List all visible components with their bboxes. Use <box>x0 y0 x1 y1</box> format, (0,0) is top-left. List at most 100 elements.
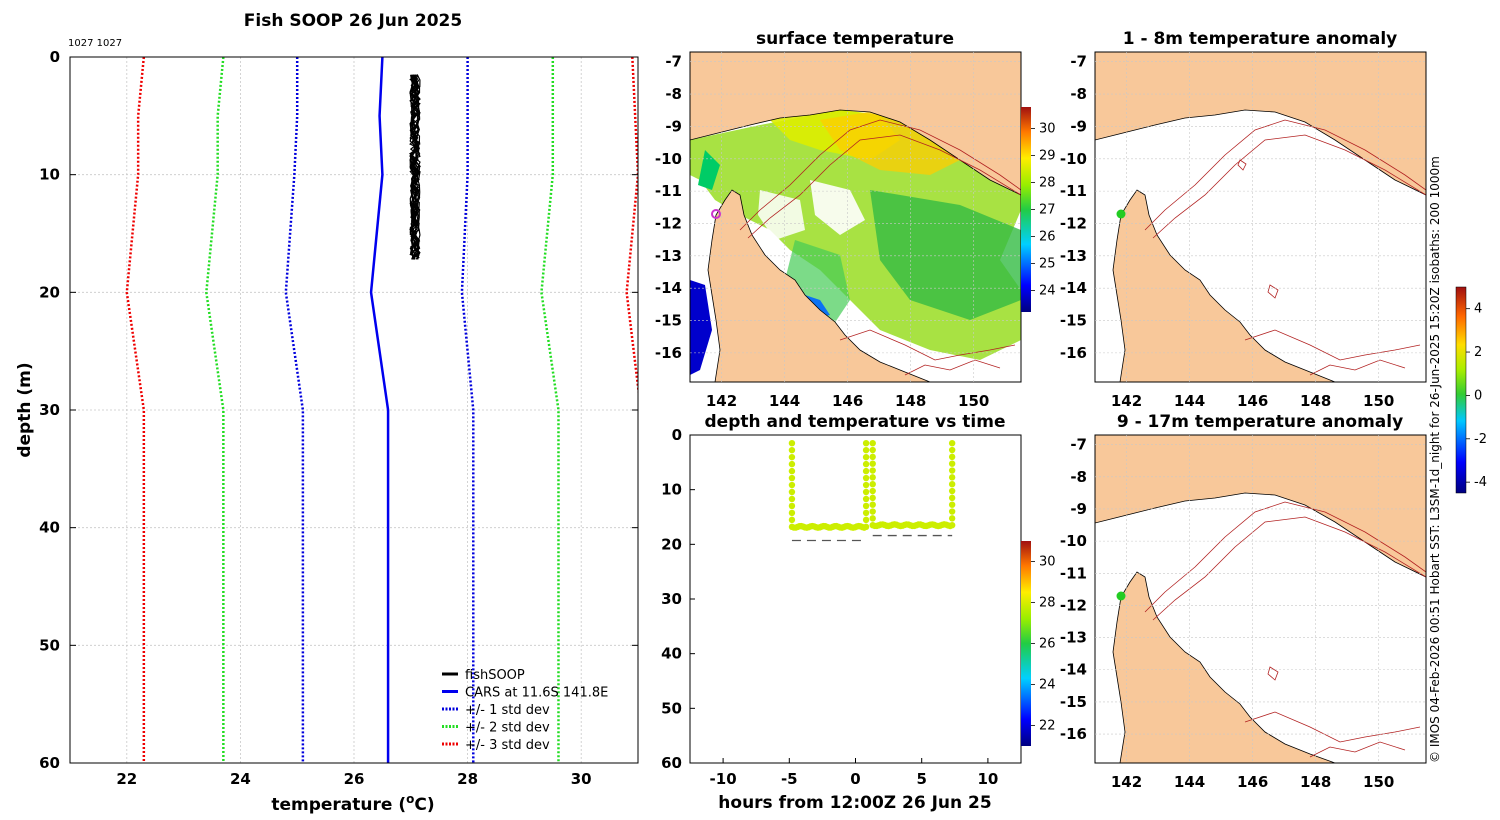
anom-top-land-north <box>1095 52 1426 196</box>
timeseries-colorbar-ticks: 30 28 26 24 22 <box>1031 555 1056 734</box>
ts-dot <box>788 488 796 496</box>
ts-dot <box>869 501 876 508</box>
ts-xtick-label: 0 <box>850 770 860 788</box>
map-xtick-label: 142 <box>1111 392 1142 410</box>
ts-dot <box>869 487 876 495</box>
map-xtick-label: 144 <box>1174 392 1205 410</box>
map-ytick-label: -14 <box>1060 279 1087 297</box>
ts-dot <box>862 440 870 447</box>
ts-xtick-label: -5 <box>781 770 798 788</box>
profile-ytick-label: 50 <box>39 636 60 654</box>
map-xtick-label: 150 <box>958 392 989 410</box>
anom-top-station <box>1116 209 1126 219</box>
ts-dot <box>788 453 796 461</box>
ts-dot <box>862 488 870 496</box>
map-xtick-label: 142 <box>1111 773 1142 791</box>
anomaly-colorbar <box>1455 286 1467 494</box>
ts-xtick-label: 5 <box>916 770 926 788</box>
ts-ytick-label: 30 <box>661 590 682 608</box>
colorbar-tick-label: 0 <box>1474 388 1482 403</box>
ts-dot <box>869 446 876 454</box>
colorbar-tick-label: 27 <box>1039 203 1056 218</box>
profile-legend: fishSOOP CARS at 11.6S 141.8E +/- 1 std de… <box>442 668 608 753</box>
colorbar-tick-label: 24 <box>1039 283 1056 298</box>
profile-series--1-std-dev <box>284 57 305 763</box>
ts-dot <box>948 453 956 461</box>
profile-series--3-std-dev <box>125 57 146 763</box>
ts-dot <box>788 495 796 503</box>
map-ytick-label: -16 <box>1060 725 1087 743</box>
sst-isobaths <box>739 119 1021 376</box>
anomaly-top-panel: 1 - 8m temperature anomaly 142 144 146 148 1… <box>1060 29 1487 494</box>
map-ytick-label: -11 <box>655 182 682 200</box>
fishsoop-trace <box>408 74 422 260</box>
map-xtick-label: 144 <box>1174 773 1205 791</box>
map-ytick-label: -10 <box>1060 150 1087 168</box>
map-ytick-label: -7 <box>665 53 682 71</box>
profile-xlabel: temperature (oC) <box>271 792 434 815</box>
colorbar-tick-label: 2 <box>1474 345 1482 360</box>
ts-dot <box>948 515 956 522</box>
timeseries-axes-box <box>689 434 1022 764</box>
colorbar-tick-label: 30 <box>1039 555 1056 570</box>
ts-dot <box>869 467 876 474</box>
credit-text: © IMOS 04-Feb-2026 00:51 Hobart SST: L3S… <box>1428 156 1442 763</box>
profile-panel: Fish SOOP 26 Jun 2025 1027 1027 22 24 26 28… <box>15 11 639 815</box>
map-ytick-label: -12 <box>655 214 682 232</box>
map-ytick-label: -11 <box>1060 564 1087 582</box>
colorbar-tick-label: -4 <box>1474 475 1487 490</box>
profile-ytick-label: 40 <box>39 519 60 537</box>
ts-dot <box>862 495 870 503</box>
ts-ytick-label: 0 <box>672 426 682 444</box>
legend-label: +/- 1 std dev <box>465 703 550 718</box>
colorbar-tick-label: 26 <box>1039 637 1056 652</box>
map-ytick-label: -15 <box>655 312 682 330</box>
map-xtick-label: 142 <box>706 392 737 410</box>
colorbar-tick-label: 24 <box>1039 678 1056 693</box>
profile-xtick-label: 22 <box>116 770 137 788</box>
profile-ytick-label: 0 <box>50 48 60 66</box>
bottom-depth-dashes <box>791 534 953 542</box>
map-xtick-label: 146 <box>1237 392 1268 410</box>
map-ytick-label: -9 <box>1070 117 1087 135</box>
ts-ytick-label: 10 <box>661 481 682 499</box>
map-ytick-label: -8 <box>1070 468 1087 486</box>
anomaly-bottom-panel: 9 - 17m temperature anomaly 142 144 146 148… <box>1060 412 1427 791</box>
profile-ytick-label: 30 <box>39 401 60 419</box>
ts-dot <box>788 474 796 482</box>
ts-dot <box>862 523 870 531</box>
colorbar-tick-label: 4 <box>1474 302 1482 317</box>
sst-colorbar-ticks: 30 29 28 27 26 25 24 <box>1031 122 1056 298</box>
anomaly-top-title: 1 - 8m temperature anomaly <box>1123 29 1398 49</box>
map-ytick-label: -9 <box>1070 500 1087 518</box>
map-ytick-label: -10 <box>655 150 682 168</box>
map-ytick-label: -13 <box>1060 247 1087 265</box>
ts-dot <box>948 440 956 447</box>
profile-ytick-label: 20 <box>39 283 60 301</box>
ts-dot <box>948 446 956 454</box>
ts-dot <box>788 502 796 510</box>
ts-dot <box>869 494 876 502</box>
anomaly-top-ticks: 142 144 146 148 150 -7 -8 -9 -10 -11 -12 -13 -14 -15 -… <box>1060 52 1426 410</box>
ts-xtick-label: 10 <box>977 770 998 788</box>
ts-dot <box>788 509 796 517</box>
ts-dot <box>948 522 956 529</box>
colorbar-tick-label: 26 <box>1039 229 1056 244</box>
ts-dot <box>948 460 956 467</box>
profile-series--3-std-dev <box>625 57 638 397</box>
ts-dot <box>862 481 870 489</box>
ts-dot <box>788 446 796 454</box>
ts-dot <box>788 516 796 524</box>
profile-ytick-label: 10 <box>39 166 60 184</box>
legend-label: +/- 2 std dev <box>465 721 550 736</box>
ts-dot <box>948 481 956 488</box>
ts-dot <box>788 460 796 468</box>
map-xtick-label: 150 <box>1363 392 1394 410</box>
ts-dot <box>869 440 876 447</box>
ts-dot <box>869 515 876 522</box>
map-ytick-label: -11 <box>1060 182 1087 200</box>
profile-xtick-label: 24 <box>230 770 251 788</box>
map-xtick-label: 148 <box>1300 773 1331 791</box>
map-ytick-label: -12 <box>1060 214 1087 232</box>
map-xtick-label: 148 <box>895 392 926 410</box>
